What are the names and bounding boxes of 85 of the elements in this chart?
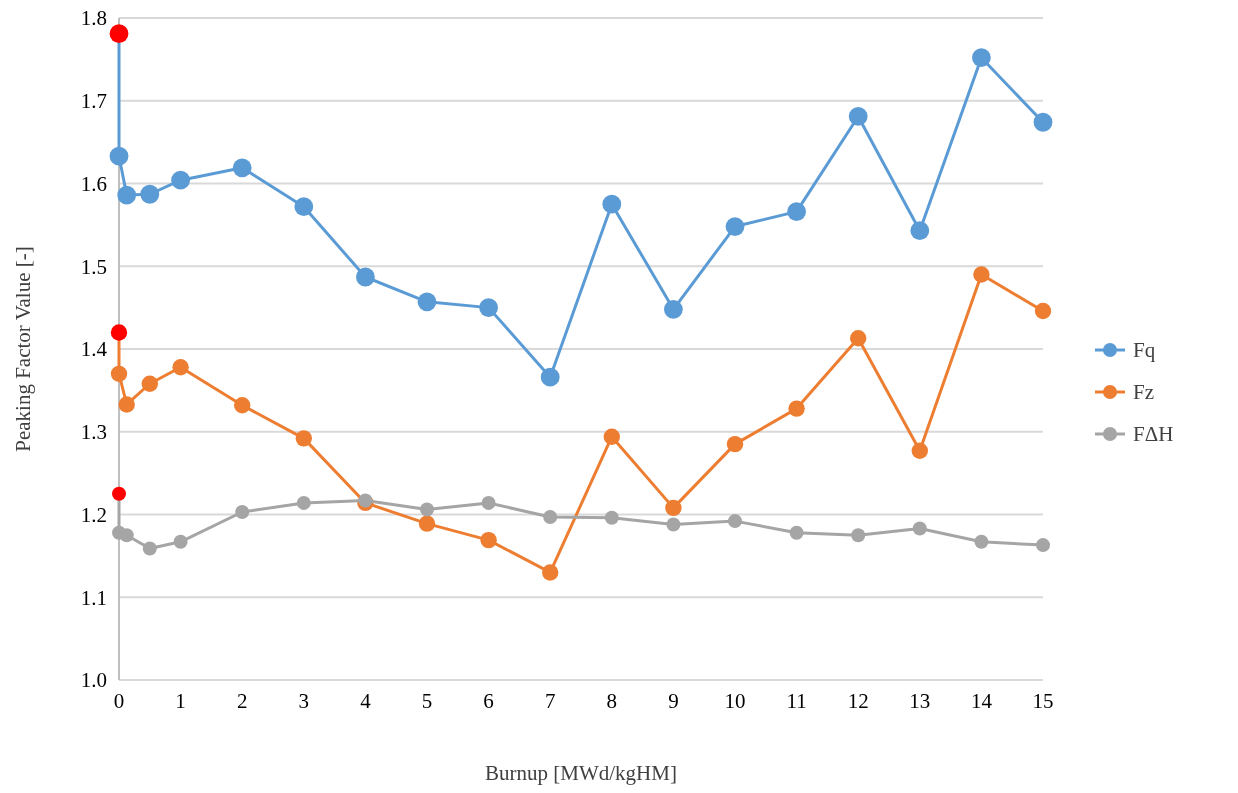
legend-label: FΔH	[1133, 422, 1174, 447]
point	[479, 298, 498, 318]
point	[540, 367, 560, 387]
x-tick-label: 9	[668, 689, 679, 713]
x-tick-label: 12	[847, 689, 869, 713]
point	[171, 170, 190, 190]
point	[726, 435, 744, 453]
point	[850, 330, 867, 347]
x-tick-label: 7	[544, 689, 556, 713]
legend-label: Fz	[1133, 380, 1154, 405]
point	[604, 510, 619, 525]
x-tick-label: 8	[606, 689, 618, 713]
y-tick-label: 1.8	[80, 6, 107, 31]
point	[173, 534, 188, 549]
x-tick-label: 6	[483, 689, 494, 713]
point	[356, 267, 375, 287]
y-tick-label: 1.3	[80, 420, 107, 445]
x-tick-label: 5	[421, 689, 433, 713]
point	[480, 531, 497, 549]
point	[603, 428, 620, 445]
point	[232, 158, 252, 178]
point	[358, 493, 373, 508]
point	[789, 525, 804, 540]
point	[140, 184, 160, 204]
point	[112, 486, 126, 501]
y-tick-label: 1.6	[80, 171, 107, 196]
point	[602, 194, 622, 214]
point	[109, 146, 129, 166]
point	[728, 514, 742, 529]
point	[725, 217, 745, 236]
point	[1036, 538, 1050, 553]
point	[1034, 302, 1052, 320]
x-tick-label: 3	[298, 689, 310, 713]
point	[117, 185, 137, 205]
point	[110, 365, 128, 383]
x-tick-label: 11	[786, 689, 807, 713]
x-tick-label: 13	[909, 689, 931, 713]
point	[910, 221, 930, 241]
x-tick-label: 0	[113, 689, 125, 713]
point	[543, 509, 558, 524]
point	[142, 541, 157, 556]
point	[666, 517, 681, 532]
point	[118, 396, 135, 413]
point	[234, 397, 251, 414]
point	[418, 515, 436, 532]
point	[664, 299, 683, 319]
y-tick-label: 1.2	[80, 502, 107, 527]
x-tick-label: 15	[1032, 689, 1054, 713]
x-tick-label: 1	[175, 689, 186, 713]
point	[481, 495, 496, 510]
point	[296, 495, 311, 510]
point	[109, 24, 129, 44]
point	[294, 197, 314, 217]
point	[420, 502, 434, 517]
x-tick-label: 14	[970, 689, 993, 713]
x-axis-title: Burnup [MWd/kgHM]	[485, 761, 677, 785]
point	[417, 292, 437, 312]
point	[972, 48, 991, 68]
x-tick-label: 10	[724, 689, 746, 713]
y-tick-label: 1.4	[80, 337, 108, 362]
point	[141, 375, 158, 392]
point	[851, 528, 866, 543]
point	[787, 202, 806, 222]
y-tick-label: 1.1	[80, 585, 107, 610]
legend-label: Fq	[1133, 338, 1156, 363]
point	[911, 442, 928, 459]
point	[973, 266, 990, 283]
x-tick-label: 4	[360, 689, 372, 713]
point	[665, 499, 682, 517]
point	[172, 359, 189, 376]
point	[119, 528, 134, 543]
point	[788, 400, 805, 417]
y-axis-title: Peaking Factor Value [-]	[11, 246, 35, 452]
point	[974, 534, 989, 549]
point	[912, 521, 927, 536]
point	[1033, 112, 1053, 132]
x-tick-label: 2	[236, 689, 248, 713]
point	[110, 324, 128, 341]
y-tick-label: 1.0	[80, 668, 107, 693]
point	[295, 430, 312, 447]
y-tick-label: 1.7	[80, 89, 107, 114]
point	[848, 107, 868, 126]
point	[235, 505, 250, 520]
y-tick-label: 1.5	[80, 254, 107, 279]
point	[542, 564, 559, 581]
